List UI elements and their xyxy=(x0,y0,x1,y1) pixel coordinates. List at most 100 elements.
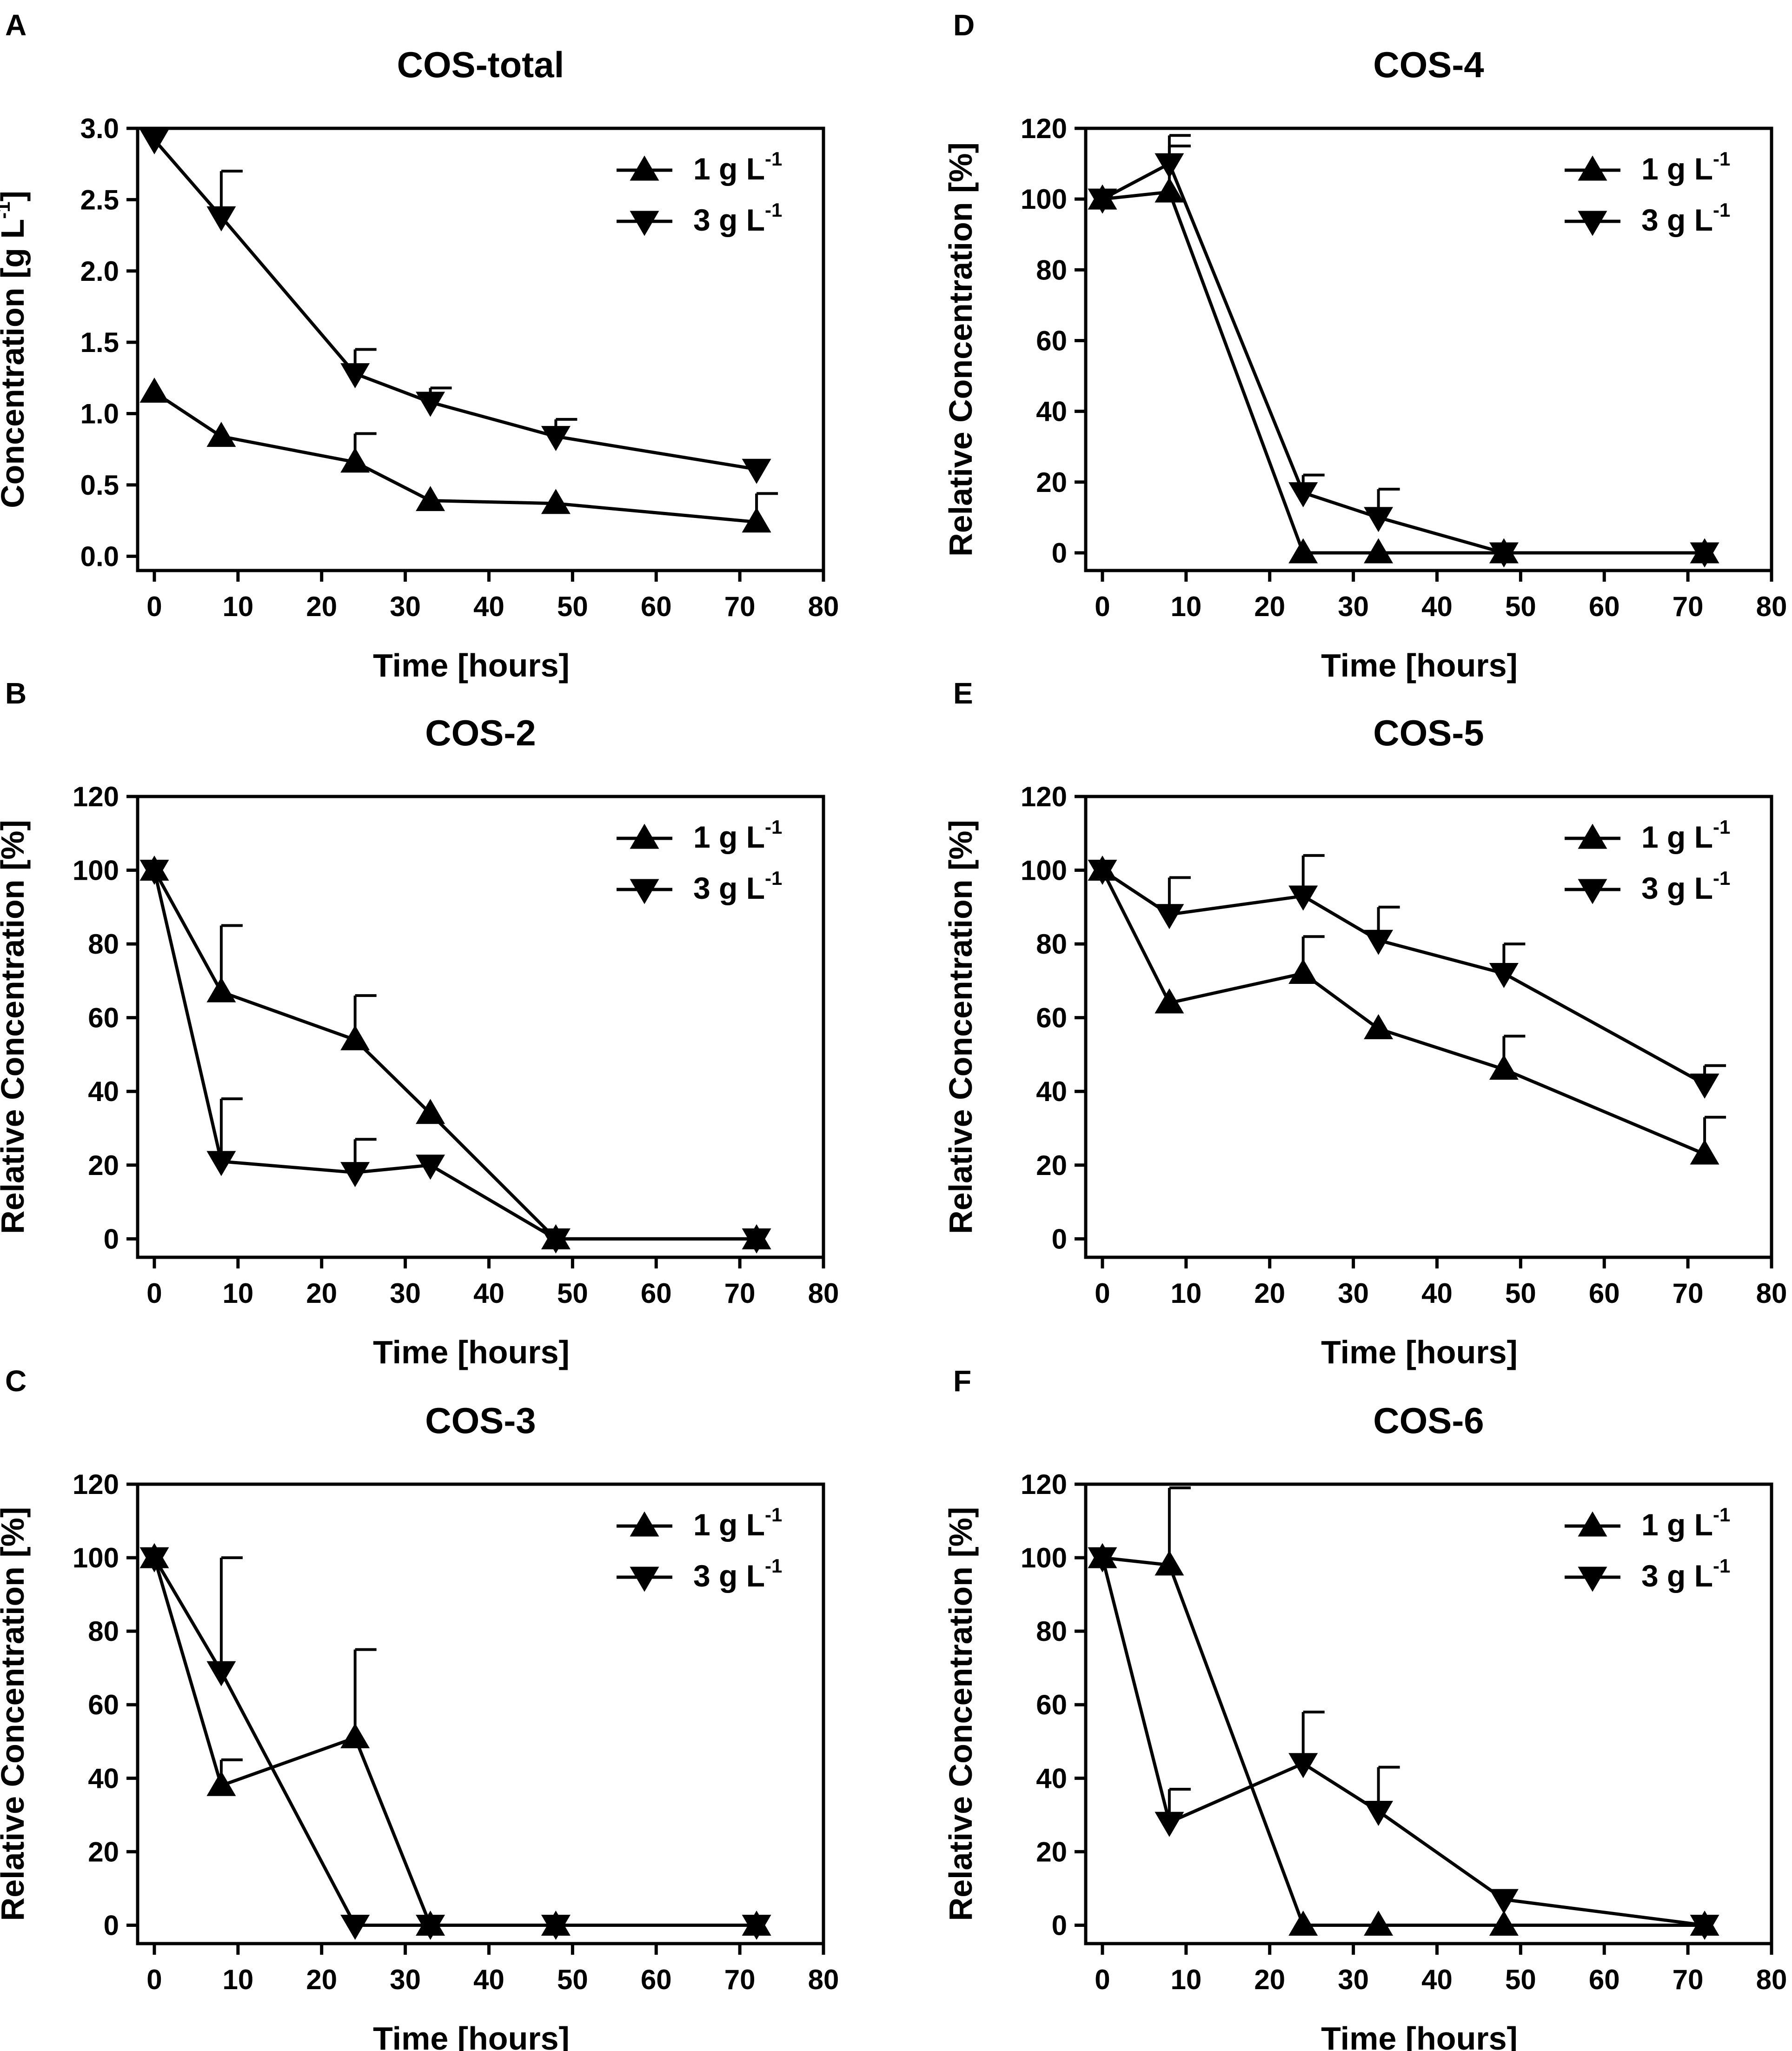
data-point xyxy=(742,1228,771,1254)
legend-marker xyxy=(630,879,659,904)
data-point xyxy=(416,1099,445,1124)
data-point xyxy=(206,1771,236,1796)
legend-label: 3 g L-1 xyxy=(1641,867,1730,905)
x-tick-label: 60 xyxy=(641,1964,672,1995)
legend-marker xyxy=(1578,823,1607,849)
data-point xyxy=(416,392,445,417)
data-point xyxy=(139,1547,169,1573)
data-point xyxy=(1489,542,1519,568)
y-tick-label: 40 xyxy=(1036,396,1067,427)
series-line xyxy=(153,139,757,471)
x-tick-label: 50 xyxy=(1505,1278,1536,1309)
x-tick-label: 60 xyxy=(1589,1964,1620,1995)
x-tick-label: 70 xyxy=(724,1964,756,1995)
y-tick-label: 0 xyxy=(1052,1910,1067,1941)
series-1g xyxy=(139,378,778,533)
y-tick-label: 0 xyxy=(1052,1223,1067,1254)
legend: 1 g L-1 3 g L-1 xyxy=(617,816,782,905)
series-1g xyxy=(1088,856,1726,1165)
data-point xyxy=(541,489,571,514)
series-3g xyxy=(139,860,771,1254)
y-tick-label: 2.0 xyxy=(80,256,119,287)
x-tick-label: 70 xyxy=(1673,1278,1704,1309)
y-tick-label: 80 xyxy=(1036,254,1067,285)
data-point xyxy=(1288,1910,1318,1936)
panel-letter: B xyxy=(5,677,27,710)
data-point xyxy=(206,206,236,232)
x-tick-label: 70 xyxy=(1673,1964,1704,1995)
x-tick-label: 40 xyxy=(1421,1964,1453,1995)
y-tick-label: 60 xyxy=(1036,1002,1067,1034)
panel-c: C COS-3 0 20 40 60 80 100 120 0 10 20 30 40 50 60 70 80 Ti… xyxy=(0,1364,839,2051)
data-point xyxy=(1155,1550,1184,1576)
x-tick-label: 0 xyxy=(146,1964,162,1995)
y-tick-label: 20 xyxy=(1036,1836,1067,1867)
data-point xyxy=(340,1723,370,1748)
legend-marker xyxy=(630,211,659,236)
y-axis-label: Relative Concentration [%] xyxy=(942,142,979,557)
data-point xyxy=(1155,904,1184,929)
data-point xyxy=(1690,1073,1719,1099)
y-tick-label: 80 xyxy=(88,1616,119,1647)
data-point xyxy=(1364,1910,1394,1936)
legend-marker xyxy=(1578,879,1607,904)
x-tick-label: 30 xyxy=(1338,591,1369,622)
x-tick-label: 10 xyxy=(222,1278,253,1309)
data-point xyxy=(340,1914,370,1940)
legend-label: 3 g L-1 xyxy=(1641,1555,1730,1593)
legend: 1 g L-1 3 g L-1 xyxy=(617,1504,782,1593)
x-tick-label: 80 xyxy=(1756,1964,1787,1995)
series-line xyxy=(153,870,757,1241)
panel-d: D COS-4 0 20 40 60 80 100 120 0 10 20 30 40 50 60 70 80 Ti… xyxy=(942,8,1787,684)
y-tick-label: 40 xyxy=(88,1763,119,1794)
data-point xyxy=(742,507,771,533)
x-tick-label: 70 xyxy=(724,591,756,622)
legend-marker xyxy=(1578,211,1607,236)
y-tick-label: 0.0 xyxy=(80,541,119,572)
x-tick-label: 50 xyxy=(1505,1964,1536,1995)
y-tick-label: 100 xyxy=(73,1542,119,1573)
legend-label: 3 g L-1 xyxy=(693,1555,782,1593)
legend-label: 1 g L-1 xyxy=(1641,1504,1730,1542)
data-point xyxy=(1489,1910,1519,1936)
x-tick-label: 60 xyxy=(641,591,672,622)
series-line xyxy=(153,869,757,1241)
plot-frame xyxy=(1084,126,1773,572)
plot-frame xyxy=(1084,795,1773,1259)
series-line xyxy=(1101,869,1706,1156)
data-point xyxy=(1155,988,1184,1014)
y-tick-label: 60 xyxy=(1036,1689,1067,1720)
data-point xyxy=(1155,1812,1184,1837)
x-tick-label: 70 xyxy=(1673,591,1704,622)
plot-frame xyxy=(1084,1482,1773,1945)
x-tick-label: 0 xyxy=(146,591,162,622)
data-point xyxy=(1690,1139,1719,1165)
data-point xyxy=(742,1914,771,1940)
x-tick-label: 0 xyxy=(146,1278,162,1309)
data-point xyxy=(340,447,370,473)
panel-letter: C xyxy=(5,1364,27,1398)
x-axis-label: Time [hours] xyxy=(373,2020,570,2051)
chart-title: COS-total xyxy=(397,44,564,85)
legend: 1 g L-1 3 g L-1 xyxy=(1565,816,1730,905)
series-line xyxy=(153,1557,757,1927)
x-tick-label: 80 xyxy=(808,591,839,622)
x-axis-label: Time [hours] xyxy=(1321,2020,1518,2051)
y-tick-label: 0 xyxy=(1052,538,1067,569)
y-tick-label: 40 xyxy=(1036,1076,1067,1107)
x-tick-label: 30 xyxy=(1338,1278,1369,1309)
x-tick-label: 40 xyxy=(473,1964,504,1995)
legend-marker xyxy=(1578,1566,1607,1592)
data-point xyxy=(1155,153,1184,179)
chart-title: COS-4 xyxy=(1373,44,1484,85)
data-point xyxy=(1088,860,1117,885)
data-point xyxy=(541,426,571,451)
x-tick-label: 0 xyxy=(1095,591,1110,622)
y-tick-label: 20 xyxy=(88,1150,119,1181)
data-point xyxy=(139,129,169,155)
x-tick-label: 50 xyxy=(557,591,588,622)
data-point xyxy=(340,363,370,389)
data-point xyxy=(1364,1014,1394,1039)
x-tick-label: 20 xyxy=(306,1278,337,1309)
